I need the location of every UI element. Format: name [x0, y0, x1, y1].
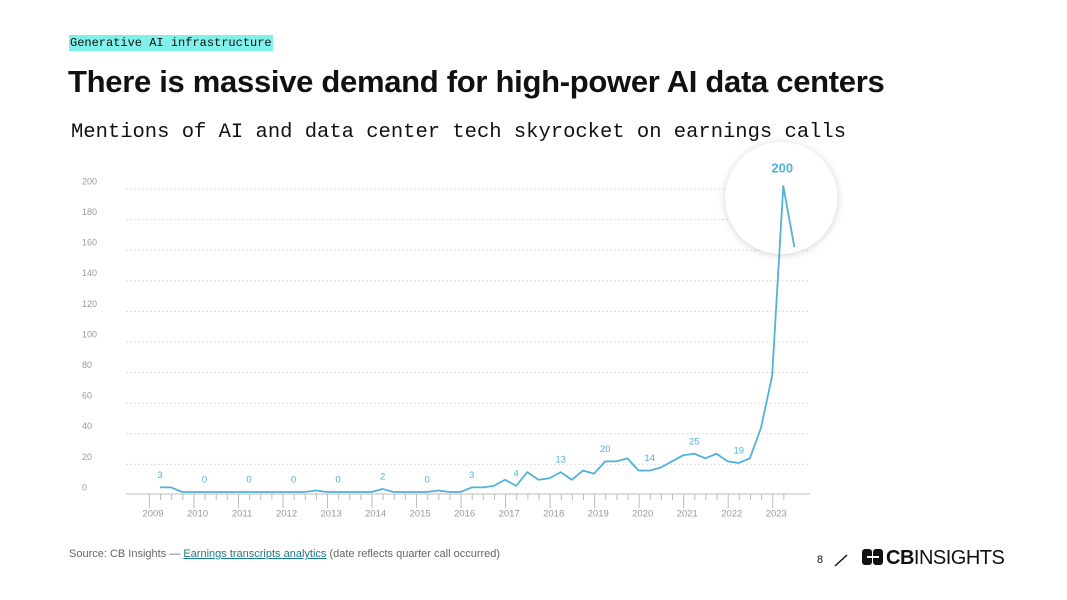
- slash: [834, 554, 848, 567]
- y-tick-label: 140: [82, 268, 97, 278]
- y-tick-label: 200: [82, 176, 97, 186]
- x-tick-label: 2016: [454, 509, 475, 520]
- logo-light: INSIGHTS: [913, 547, 1005, 569]
- y-tick-label: 60: [82, 391, 92, 401]
- magnifier: [725, 142, 838, 254]
- x-tick-label: 2012: [276, 509, 297, 520]
- x-tick-label: 2021: [677, 509, 698, 520]
- y-tick-label: 40: [82, 421, 92, 431]
- logo-bold: CB: [886, 547, 914, 569]
- slide-title: There is massive demand for high-power A…: [68, 64, 885, 99]
- x-tick-label: 2018: [543, 509, 564, 520]
- page-number-text: 8: [817, 553, 824, 566]
- x-tick-label: 2023: [766, 509, 787, 520]
- y-tick-label: 160: [82, 238, 97, 248]
- page-number: 8: [817, 553, 851, 567]
- y-tick-label: 100: [82, 329, 97, 339]
- data-label: 0: [246, 475, 251, 486]
- x-tick-label: 2010: [187, 509, 208, 520]
- x-tick-label: 2011: [232, 509, 252, 520]
- y-tick-label: 120: [82, 299, 97, 309]
- source-prefix: Source: CB Insights —: [69, 548, 181, 560]
- x-tick-label: 2020: [632, 509, 653, 520]
- data-label: 200: [771, 160, 793, 175]
- data-label: 14: [644, 453, 655, 464]
- source-link[interactable]: Earnings transcripts analytics: [183, 548, 327, 560]
- data-label: 3: [157, 470, 162, 481]
- logo-icon: [862, 549, 883, 565]
- x-tick-label: 2009: [142, 509, 163, 520]
- source-suffix: (date reflects quarter call occurred): [329, 548, 501, 560]
- data-label: 19: [733, 445, 744, 456]
- data-label: 13: [555, 455, 566, 466]
- y-tick-label: 180: [82, 207, 97, 217]
- data-line: [160, 185, 796, 493]
- data-label: 4: [514, 468, 519, 479]
- section-tag: Generative AI infrastructure: [69, 35, 273, 51]
- data-label: 0: [335, 475, 340, 486]
- x-tick-label: 2014: [365, 509, 386, 520]
- logo: CBINSIGHTS: [862, 547, 1005, 570]
- chart-title: Mentions of AI and data center tech skyr…: [71, 121, 847, 144]
- y-tick-label: 80: [82, 360, 92, 370]
- data-label: 0: [202, 475, 207, 486]
- data-label: 20: [600, 444, 611, 455]
- data-label: 3: [469, 470, 474, 481]
- source-note: Source: CB Insights — Earnings transcrip…: [69, 548, 500, 560]
- x-tick-label: 2019: [588, 509, 609, 520]
- x-tick-label: 2017: [499, 509, 520, 520]
- data-label: 0: [424, 475, 429, 486]
- y-tick-label: 0: [82, 482, 87, 492]
- x-tick-label: 2015: [410, 509, 431, 520]
- x-tick-label: 2022: [721, 509, 742, 520]
- x-tick-label: 2013: [321, 509, 342, 520]
- y-tick-label: 20: [82, 452, 92, 462]
- data-label: 0: [291, 475, 296, 486]
- data-label: 2: [380, 471, 385, 482]
- data-label: 25: [689, 436, 700, 447]
